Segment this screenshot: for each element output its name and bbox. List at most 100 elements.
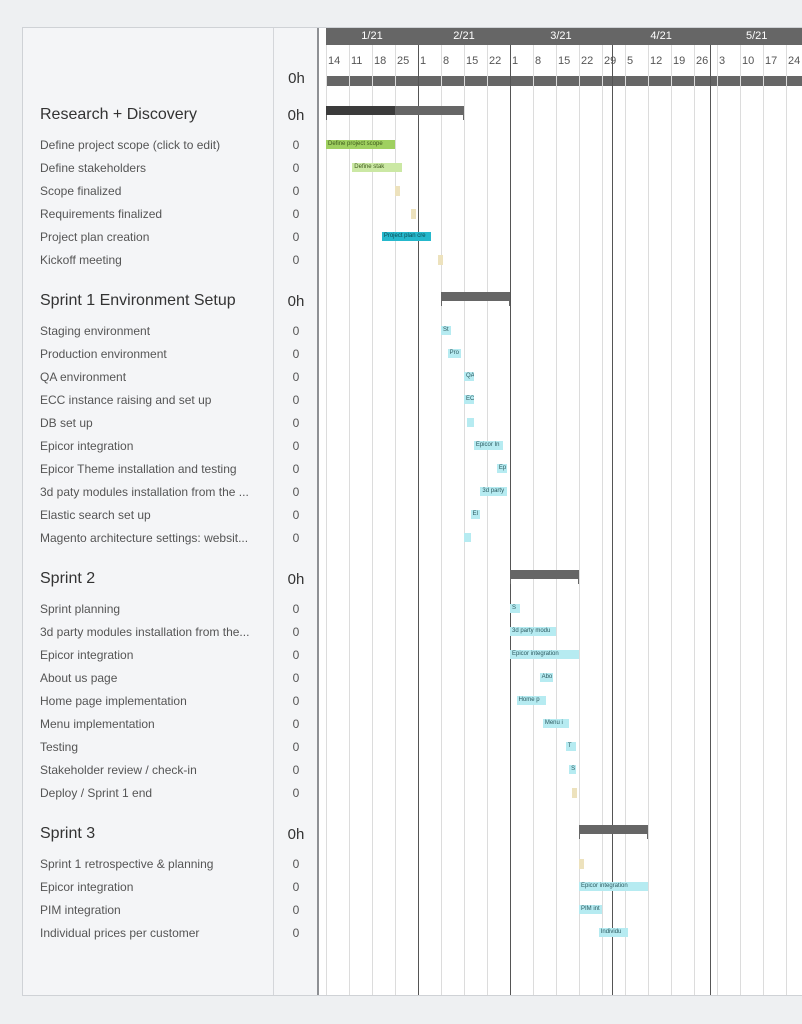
task-name[interactable]: Sprint planning [40, 601, 121, 616]
task-bar[interactable]: Home p [516, 696, 547, 705]
task-hours[interactable]: 0 [292, 693, 300, 708]
task-bar[interactable]: EC [464, 395, 474, 404]
task-bar[interactable]: Menu i [542, 719, 570, 728]
task-bar[interactable]: Define stak [352, 163, 402, 172]
milestone-marker[interactable] [411, 209, 417, 219]
group-header[interactable]: Research + Discovery [23, 100, 273, 130]
task-hours[interactable]: 0 [292, 415, 300, 430]
task-name[interactable]: Define project scope (click to edit) [40, 137, 221, 152]
task-name[interactable]: Define stakeholders [40, 160, 147, 175]
task-row[interactable]: Epicor integration [23, 434, 273, 457]
task-row[interactable]: Sprint planning [23, 597, 273, 620]
task-hours[interactable]: 0 [292, 438, 300, 453]
task-hours[interactable]: 0 [292, 925, 300, 940]
task-name[interactable]: Epicor integration [40, 647, 134, 662]
task-hours[interactable]: 0 [292, 879, 300, 894]
task-name[interactable]: Scope finalized [40, 183, 122, 198]
group-title[interactable]: Research + Discovery [40, 106, 197, 123]
task-row[interactable]: Home page implementation [23, 689, 273, 712]
task-hours[interactable]: 0 [292, 624, 300, 639]
task-hours[interactable]: 0 [292, 762, 300, 777]
group-title[interactable]: Sprint 1 Environment Setup [40, 292, 236, 309]
task-name[interactable]: Testing [40, 739, 79, 754]
task-hours[interactable]: 0 [292, 507, 300, 522]
group-header[interactable]: Sprint 2 [23, 564, 273, 594]
task-bar[interactable]: El [470, 510, 481, 519]
task-name[interactable]: DB set up [40, 415, 93, 430]
task-hours[interactable]: 0 [292, 785, 300, 800]
group-header[interactable]: Sprint 3 [23, 819, 273, 849]
task-bar[interactable]: PIM int [579, 905, 602, 914]
task-hours[interactable]: 0 [292, 902, 300, 917]
task-bar[interactable]: T [565, 742, 576, 751]
task-name[interactable]: Sprint 1 retrospective & planning [40, 856, 214, 871]
task-bar[interactable]: St [441, 326, 451, 335]
task-row[interactable]: Epicor Theme installation and testing [23, 457, 273, 480]
task-hours[interactable]: 0 [292, 392, 300, 407]
task-bar[interactable]: 3d party [480, 487, 507, 496]
task-hours[interactable]: 0 [292, 461, 300, 476]
task-row[interactable]: 3d party modules installation from the..… [23, 620, 273, 643]
task-bar[interactable]: Define project scope [326, 140, 395, 149]
task-row[interactable]: Epicor integration [23, 875, 273, 898]
task-hours[interactable]: 0 [292, 183, 300, 198]
task-row[interactable]: QA environment [23, 365, 273, 388]
task-bar[interactable]: Epicor integration [510, 650, 579, 659]
group-title[interactable]: Sprint 2 [40, 570, 96, 587]
task-bar[interactable]: Epicor integration [579, 882, 648, 891]
task-hours[interactable]: 0 [292, 137, 300, 152]
task-row[interactable]: Testing [23, 735, 273, 758]
task-name[interactable]: Elastic search set up [40, 507, 151, 522]
task-name[interactable]: Epicor integration [40, 438, 134, 453]
task-bar[interactable]: S [569, 765, 576, 774]
task-name[interactable]: Deploy / Sprint 1 end [40, 785, 153, 800]
task-name[interactable]: About us page [40, 670, 118, 685]
task-name[interactable]: Magento architecture settings: websit... [40, 530, 249, 545]
task-bar[interactable]: Abo [539, 673, 553, 682]
task-name[interactable]: 3d party modules installation from the..… [40, 624, 250, 639]
task-hours[interactable]: 0 [292, 647, 300, 662]
task-row[interactable]: Magento architecture settings: websit... [23, 526, 273, 549]
task-bar[interactable]: Epicor In [473, 441, 504, 450]
task-row[interactable]: Sprint 1 retrospective & planning [23, 852, 273, 875]
task-hours[interactable]: 0 [292, 369, 300, 384]
task-name[interactable]: Kickoff meeting [40, 252, 122, 267]
milestone-marker[interactable] [437, 255, 443, 265]
task-hours[interactable]: 0 [292, 484, 300, 499]
task-row[interactable]: Deploy / Sprint 1 end [23, 781, 273, 804]
task-hours[interactable]: 0 [292, 601, 300, 616]
task-row[interactable]: PIM integration [23, 898, 273, 921]
task-name[interactable]: Stakeholder review / check-in [40, 762, 197, 777]
task-hours[interactable]: 0 [292, 206, 300, 221]
task-row[interactable]: Staging environment [23, 319, 273, 342]
task-row[interactable]: DB set up [23, 411, 273, 434]
task-row[interactable]: Define stakeholders [23, 156, 273, 179]
task-bar[interactable]: Pro [447, 349, 461, 358]
task-bar[interactable] [467, 418, 474, 427]
task-row[interactable]: Project plan creation [23, 225, 273, 248]
group-header[interactable]: Sprint 1 Environment Setup [23, 286, 273, 316]
milestone-marker[interactable] [572, 788, 578, 798]
task-row[interactable]: Individual prices per customer [23, 921, 273, 944]
group-summary-bar[interactable] [579, 825, 648, 839]
task-bar[interactable]: S [510, 604, 520, 613]
task-hours[interactable]: 0 [292, 856, 300, 871]
panel-divider[interactable] [317, 28, 319, 995]
task-name[interactable]: QA environment [40, 369, 127, 384]
task-row[interactable]: Define project scope (click to edit) [23, 133, 273, 156]
task-hours[interactable]: 0 [292, 160, 300, 175]
task-hours[interactable]: 0 [292, 323, 300, 338]
task-row[interactable]: Production environment [23, 342, 273, 365]
task-bar[interactable]: Project plan cre [381, 232, 432, 241]
task-row[interactable]: Stakeholder review / check-in [23, 758, 273, 781]
task-name[interactable]: 3d paty modules installation from the ..… [40, 484, 249, 499]
task-row[interactable]: Epicor integration [23, 643, 273, 666]
task-row[interactable]: Menu implementation [23, 712, 273, 735]
task-row[interactable]: Kickoff meeting [23, 248, 273, 271]
task-bar[interactable] [464, 533, 471, 542]
task-name[interactable]: PIM integration [40, 902, 121, 917]
milestone-marker[interactable] [395, 186, 400, 196]
task-name[interactable]: Epicor Theme installation and testing [40, 461, 237, 476]
task-bar[interactable]: 3d party modu [510, 627, 556, 636]
task-name[interactable]: Epicor integration [40, 879, 134, 894]
